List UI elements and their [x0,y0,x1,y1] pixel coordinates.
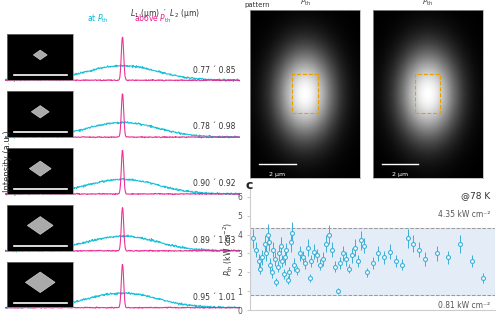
Text: Above
$P_\mathrm{th}$: Above $P_\mathrm{th}$ [416,0,438,8]
Text: @78 K: @78 K [461,191,490,200]
Text: 0.89 ´ 1.03: 0.89 ´ 1.03 [193,236,236,245]
Text: v: v [10,265,14,274]
Text: ii: ii [10,94,14,103]
Bar [292,74,318,113]
Bar [250,228,495,295]
Text: 0.77 ´ 0.85: 0.77 ´ 0.85 [193,66,236,75]
Text: 2 μm: 2 μm [270,172,285,177]
Text: Michelson
interference
pattern: Michelson interference pattern [244,0,287,8]
Text: 0.95 ´ 1.01: 0.95 ´ 1.01 [193,293,236,302]
Text: 0.81 kW cm⁻²: 0.81 kW cm⁻² [438,301,490,310]
Text: iii: iii [10,151,17,160]
Y-axis label: $P_\mathrm{th}$ (kW cm$^{-2}$): $P_\mathrm{th}$ (kW cm$^{-2}$) [221,222,234,276]
Text: c: c [245,179,252,192]
Text: above $P_\mathrm{th}$: above $P_\mathrm{th}$ [134,12,172,25]
Text: iv: iv [10,208,17,217]
Text: at $P_\mathrm{th}$: at $P_\mathrm{th}$ [88,12,109,25]
Bar [414,74,440,113]
Text: 4.35 kW cm⁻²: 4.35 kW cm⁻² [438,210,490,219]
Text: 2 μm: 2 μm [392,172,408,177]
Text: $L_1$ (μm)  ′  $L_2$ (μm): $L_1$ (μm) ′ $L_2$ (μm) [130,7,200,20]
Text: Intensity (a.u.): Intensity (a.u.) [2,131,12,192]
Text: i: i [10,37,12,46]
Text: Below
$P_\mathrm{th}$: Below $P_\mathrm{th}$ [294,0,316,8]
Text: 0.90 ´ 0.92: 0.90 ´ 0.92 [193,179,236,188]
Text: 0.78 ´ 0.98: 0.78 ´ 0.98 [193,122,236,131]
